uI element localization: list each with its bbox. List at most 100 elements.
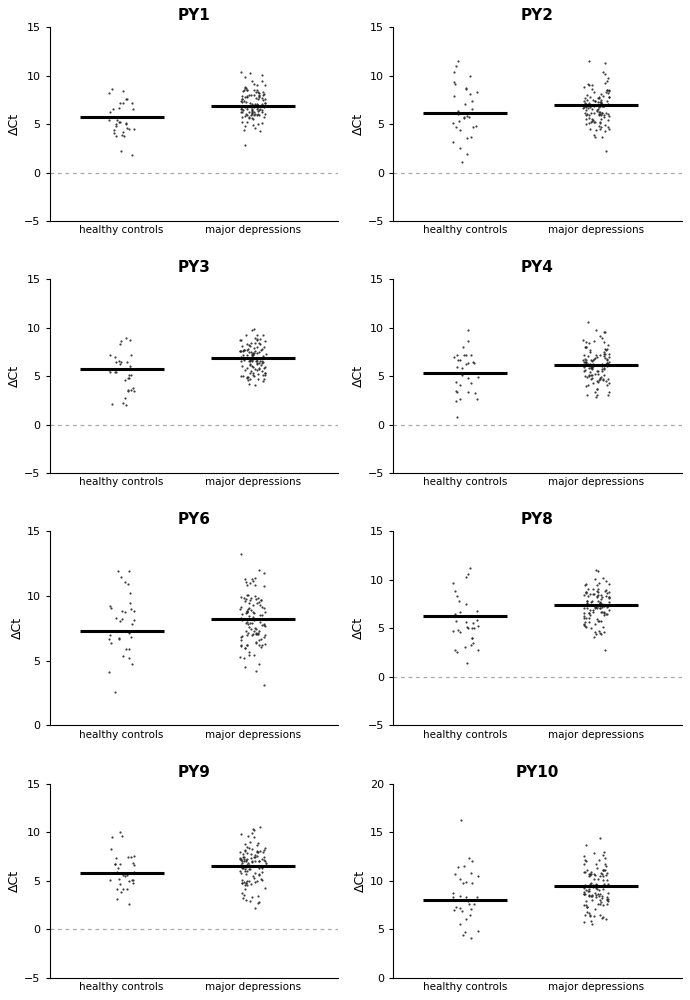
Point xyxy=(112,881,123,897)
Point xyxy=(258,629,269,645)
Point xyxy=(586,111,598,127)
Point xyxy=(124,625,135,641)
Point xyxy=(241,605,252,621)
Point xyxy=(239,836,250,852)
Point xyxy=(237,347,248,363)
Point xyxy=(604,584,615,600)
Point xyxy=(126,601,137,617)
Point xyxy=(580,584,591,600)
Point xyxy=(589,901,600,917)
Point xyxy=(251,84,262,100)
Point xyxy=(120,574,131,590)
Point xyxy=(595,86,606,102)
Point xyxy=(246,841,257,857)
Point xyxy=(249,853,260,869)
Point xyxy=(244,861,255,877)
Point xyxy=(583,881,594,897)
Point xyxy=(122,382,133,398)
Point xyxy=(586,101,598,117)
Point xyxy=(251,595,262,611)
Point xyxy=(461,80,472,96)
Point xyxy=(579,363,590,379)
Point xyxy=(259,95,270,111)
Point xyxy=(580,618,591,634)
Point xyxy=(453,103,464,119)
Point xyxy=(238,851,249,867)
Point xyxy=(584,597,595,613)
Point xyxy=(103,362,114,378)
Point xyxy=(584,53,595,69)
Point xyxy=(243,369,254,385)
Point xyxy=(252,331,263,347)
Point xyxy=(582,92,593,108)
Point xyxy=(458,109,469,125)
Point xyxy=(238,858,249,874)
Point xyxy=(116,611,127,627)
Point xyxy=(456,154,467,170)
Point xyxy=(110,109,121,125)
Point xyxy=(110,349,121,365)
Point xyxy=(119,604,130,620)
Point xyxy=(590,600,601,616)
Point xyxy=(472,612,483,628)
Point xyxy=(591,322,602,338)
Point xyxy=(258,109,269,125)
Point xyxy=(246,87,257,103)
Point xyxy=(597,599,608,615)
Point xyxy=(584,602,595,618)
Point xyxy=(602,337,613,353)
Point xyxy=(602,356,613,372)
Point xyxy=(583,107,594,123)
Title: PY3: PY3 xyxy=(177,260,210,275)
Point xyxy=(244,592,255,608)
Point xyxy=(599,367,610,383)
Point xyxy=(253,611,264,627)
Point xyxy=(463,620,474,636)
Point xyxy=(240,80,251,96)
Point xyxy=(585,908,596,924)
Point xyxy=(600,606,611,622)
Point xyxy=(602,892,613,908)
Point xyxy=(467,630,478,646)
Point xyxy=(241,892,252,908)
Point xyxy=(596,358,607,374)
Point xyxy=(251,635,262,651)
Point xyxy=(249,343,260,359)
Point xyxy=(246,102,257,118)
Point xyxy=(602,82,613,98)
Point xyxy=(246,889,257,905)
Point xyxy=(248,821,259,837)
Point xyxy=(580,352,591,368)
Point xyxy=(244,110,255,126)
Point xyxy=(113,630,124,646)
Point xyxy=(124,873,135,889)
Point xyxy=(246,353,257,369)
Point xyxy=(251,82,262,98)
Point xyxy=(104,664,115,680)
Point xyxy=(258,371,269,387)
Point xyxy=(589,624,600,640)
Point xyxy=(121,867,132,883)
Point xyxy=(256,353,267,369)
Point xyxy=(585,367,596,383)
Point xyxy=(251,96,262,112)
Point xyxy=(599,123,610,139)
Point xyxy=(459,96,470,112)
Point xyxy=(585,121,596,137)
Point xyxy=(241,587,253,603)
Point xyxy=(454,122,465,138)
Point xyxy=(117,603,128,619)
Point xyxy=(253,888,264,904)
Point xyxy=(238,83,249,99)
Point xyxy=(472,642,483,658)
Point xyxy=(112,563,124,579)
Point xyxy=(244,344,255,360)
Point xyxy=(110,850,121,866)
Point xyxy=(594,830,605,846)
Point xyxy=(122,881,133,897)
Point xyxy=(239,93,250,109)
Point xyxy=(112,860,124,876)
Point xyxy=(246,103,257,119)
Point xyxy=(243,595,254,611)
Point xyxy=(593,882,604,898)
